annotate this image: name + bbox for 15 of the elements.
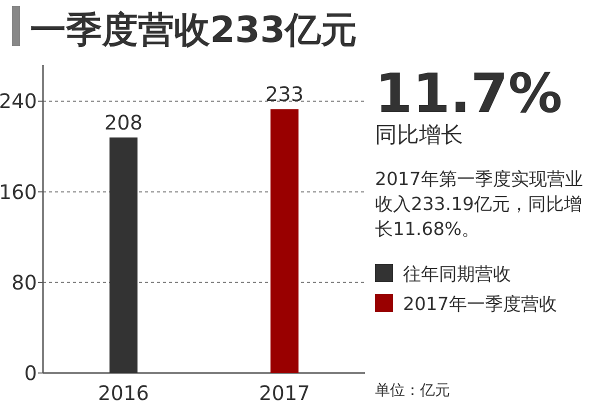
y-tick-label: 80 (12, 270, 37, 294)
y-tick-label: 160 (0, 180, 37, 204)
y-tick-label: 0 (24, 361, 37, 385)
x-tick-label: 2017 (259, 381, 310, 405)
data-label: 208 (104, 110, 143, 134)
text: 同比增长 (375, 123, 463, 148)
data-label: 233 (265, 82, 304, 106)
chart-title: 一季度营收233亿元 (30, 10, 358, 51)
legend-label: 往年同期营收 (403, 264, 511, 285)
y-tick-label: 240 (0, 89, 37, 114)
legend-label: 2017年一季度营收 (403, 294, 557, 315)
text: 单位：亿元 (375, 381, 450, 399)
text: 2017年第一季度实现营业收入233.19亿元，同比增长11.68%。 (375, 169, 583, 240)
text: 11.7% (375, 62, 562, 125)
x-tick-label: 2016 (98, 381, 149, 405)
